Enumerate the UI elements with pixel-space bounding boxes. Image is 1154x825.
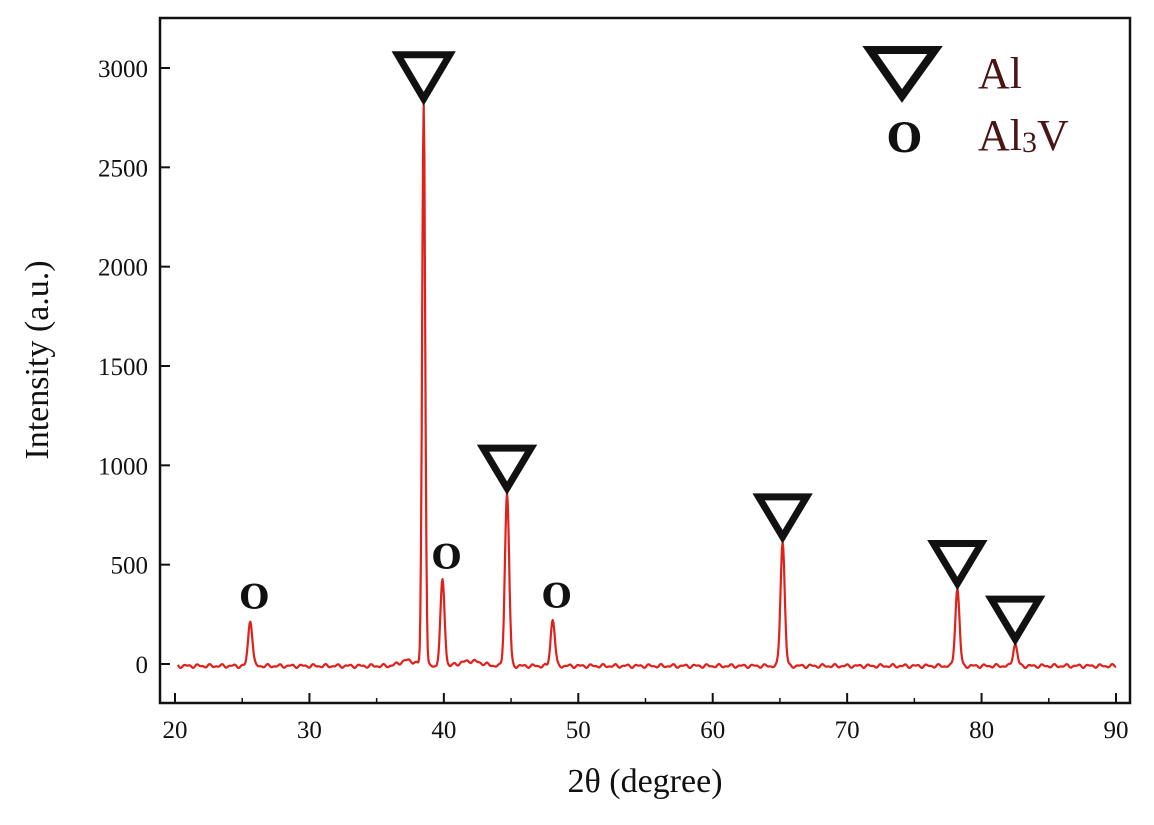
y-axis: 0 500 1000 1500 2000 2500 3000 <box>98 56 170 679</box>
legend: Al O Al3V <box>862 46 1069 162</box>
x-tick-label: 80 <box>969 717 994 744</box>
x-tick-label: 70 <box>835 717 860 744</box>
x-tick-label: 90 <box>1104 717 1129 744</box>
y-tick-label: 3000 <box>98 56 148 83</box>
xrd-pattern-line <box>176 103 1117 670</box>
x-tick-label: 60 <box>700 717 725 744</box>
al3v-peak-marker: O <box>239 577 269 617</box>
legend-triangle-icon <box>862 46 943 103</box>
al-peak-marker <box>476 444 538 495</box>
al-peak-marker <box>927 540 988 591</box>
y-tick-label: 2500 <box>98 155 148 182</box>
al3v-peak-marker: O <box>432 538 462 578</box>
legend-circle-icon: O <box>887 115 922 162</box>
legend-label-al3v: Al3V <box>978 111 1069 160</box>
x-axis-label: 2θ (degree) <box>567 763 722 800</box>
legend-label-al: Al <box>978 49 1022 98</box>
x-tick-label: 40 <box>431 717 456 744</box>
al-peak-marker <box>752 493 813 544</box>
al-peak-marker <box>984 595 1046 646</box>
x-tick-label: 20 <box>163 717 188 744</box>
y-axis-label: Intensity (a.u.) <box>19 260 56 459</box>
y-tick-label: 500 <box>111 553 149 580</box>
al-peak-marker <box>391 51 456 106</box>
al3v-peak-marker: O <box>542 576 572 616</box>
y-tick-label: 1500 <box>98 354 148 381</box>
y-tick-label: 0 <box>136 652 149 679</box>
x-tick-label: 50 <box>566 717 591 744</box>
peak-markers: O O O <box>239 51 1046 646</box>
y-tick-label: 2000 <box>98 255 148 282</box>
x-tick-label: 30 <box>297 717 322 744</box>
y-tick-label: 1000 <box>98 453 148 480</box>
x-axis: 20 30 40 50 60 70 80 90 <box>163 693 1129 744</box>
